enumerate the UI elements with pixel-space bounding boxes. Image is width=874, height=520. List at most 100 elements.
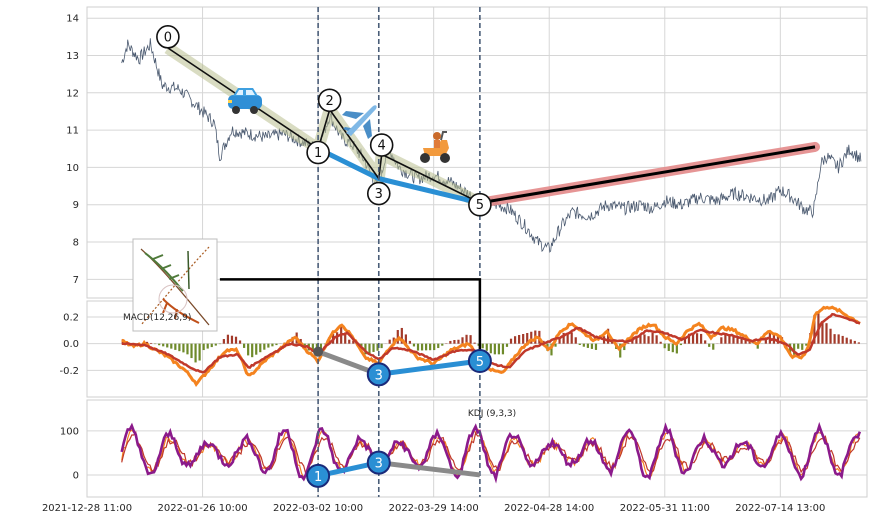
macd-histogram-bar xyxy=(271,343,274,347)
kdj-wave-label: 1 xyxy=(314,470,322,485)
macd-histogram-bar xyxy=(623,343,626,351)
macd-histogram-bar xyxy=(202,343,205,351)
macd-histogram-bar xyxy=(429,343,432,351)
macd-histogram-bar xyxy=(344,332,347,344)
macd-histogram-bar xyxy=(619,343,622,358)
y-tick-label: 11 xyxy=(66,126,79,137)
macd-histogram-bar xyxy=(441,343,444,346)
macd-histogram-bar xyxy=(776,334,780,344)
macd-histogram-bar xyxy=(833,334,836,344)
macd-histogram-bar xyxy=(489,343,492,354)
macd-histogram-bar xyxy=(663,343,666,349)
macd-histogram-bar xyxy=(720,337,723,344)
macd-histogram-bar xyxy=(700,333,703,344)
connector-line xyxy=(219,278,482,360)
macd-histogram-bar xyxy=(267,343,270,348)
macd-histogram-bar xyxy=(404,334,407,344)
macd-wave-label: 5 xyxy=(476,355,484,370)
macd-histogram-bar xyxy=(728,334,731,344)
macd-histogram-bar xyxy=(732,334,735,344)
macd-histogram-bar xyxy=(214,343,217,346)
icon-layer xyxy=(132,88,450,332)
macd-histogram-bar xyxy=(166,343,169,348)
macd-histogram-bar xyxy=(845,337,848,344)
macd-histogram-bar xyxy=(675,343,678,354)
y-tick-label: 0 xyxy=(73,470,79,481)
macd-histogram-bar xyxy=(380,343,383,349)
wave-path-line xyxy=(167,47,481,204)
macd-histogram-bar xyxy=(319,343,323,352)
wave-point-label: 5 xyxy=(476,198,484,213)
macd-histogram-bar xyxy=(582,343,585,347)
macd-gray-dot xyxy=(313,346,324,357)
macd-histogram-bar xyxy=(691,333,695,344)
wave-point-label: 1 xyxy=(314,146,322,161)
macd-histogram-bar xyxy=(837,334,840,344)
wave-point-marker xyxy=(306,140,330,165)
series-layer xyxy=(120,38,862,484)
x-tick-label: 2022-01-26 10:00 xyxy=(157,503,247,514)
macd-histogram-bar xyxy=(206,343,209,349)
y-tick-label: 7 xyxy=(73,275,79,286)
macd-histogram-bar xyxy=(247,343,250,356)
inset-thumbnail-icon xyxy=(132,238,218,332)
kdj-gray-link xyxy=(378,460,481,478)
y-tick-label: 8 xyxy=(73,238,79,249)
macd-histogram-bar xyxy=(671,343,674,353)
wave-point-marker xyxy=(369,133,394,157)
macd-histogram-bar xyxy=(182,343,185,353)
macd-histogram-bar xyxy=(530,331,533,344)
macd-histogram-bar xyxy=(255,343,258,355)
macd-histogram-bar xyxy=(667,343,670,351)
macd-histogram-bar xyxy=(570,332,573,344)
wave-point-marker xyxy=(156,25,180,49)
macd-histogram-bar xyxy=(497,343,500,355)
macd-histogram-bar xyxy=(821,322,824,344)
macd-histogram-bar xyxy=(485,343,488,351)
macd-histogram-bar xyxy=(388,339,391,344)
macd-histogram-bar xyxy=(412,343,416,347)
wave-point-marker xyxy=(468,192,492,217)
macd-histogram-bar xyxy=(857,342,860,344)
y-tick-label: -0.2 xyxy=(59,366,79,377)
macd-histogram-bar xyxy=(469,335,472,344)
macd-histogram-bar xyxy=(505,343,509,347)
macd-histogram-bar xyxy=(639,334,642,344)
macd-histogram-bar xyxy=(518,334,521,344)
macd-histogram-bar xyxy=(574,337,577,344)
grid-layer xyxy=(86,7,867,497)
macd-dif-line xyxy=(121,305,861,388)
macd-histogram-bar xyxy=(853,340,856,344)
macd-blue-link xyxy=(378,358,481,377)
macd-histogram-bar xyxy=(465,334,468,344)
macd-histogram-bar xyxy=(687,333,691,344)
macd-histogram-bar xyxy=(724,333,727,344)
price-series-line xyxy=(121,38,862,253)
y-tick-label: 0.0 xyxy=(63,339,79,350)
macd-histogram-bar xyxy=(400,327,403,344)
car-icon xyxy=(228,88,262,114)
x-tick-label: 2022-03-29 14:00 xyxy=(389,503,479,514)
macd-histogram-bar xyxy=(222,339,225,344)
macd-histogram-bar xyxy=(416,343,420,351)
macd-histogram-bar xyxy=(210,343,213,348)
macd-histogram-bar xyxy=(813,315,816,344)
macd-wave-label: 3 xyxy=(375,368,383,383)
kdj-j-line xyxy=(120,421,862,484)
macd-wave-marker xyxy=(366,362,391,387)
macd-histogram-bar xyxy=(473,342,476,344)
macd-histogram-bar xyxy=(829,328,832,344)
x-tick-label: 2022-07-14 13:00 xyxy=(735,503,825,514)
macd-histogram-bar xyxy=(651,332,654,344)
macd-histogram-bar xyxy=(501,343,505,355)
macd-histogram-bar xyxy=(526,333,529,344)
macd-histogram-bar xyxy=(433,343,436,351)
macd-histogram-bar xyxy=(336,332,339,344)
macd-histogram-bar xyxy=(368,343,371,354)
macd-histogram-bar xyxy=(793,343,796,355)
macd-histogram-bar xyxy=(590,343,594,349)
macd-histogram-bar xyxy=(158,343,161,346)
macd-histogram-bar xyxy=(805,343,808,346)
macd-histogram-bar xyxy=(679,343,682,346)
